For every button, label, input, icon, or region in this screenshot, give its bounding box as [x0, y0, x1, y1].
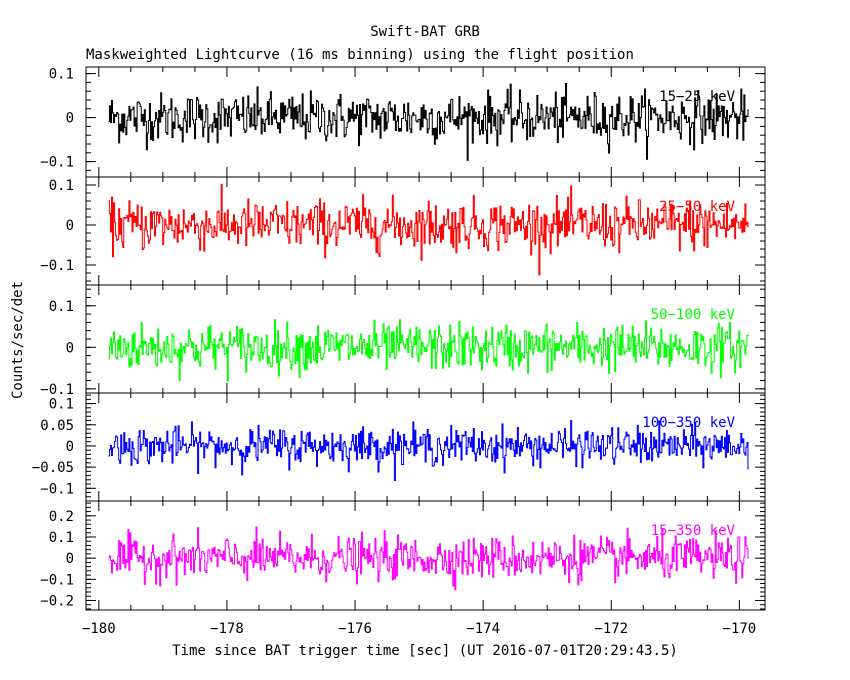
band-label: 15−350 keV — [651, 523, 736, 539]
panel-25-50-kev: −0.1 0 0.1 25−50 keV — [40, 176, 766, 286]
chart-title: Swift-BAT GRB — [370, 24, 480, 40]
x-axis: −180 −178 −176 −174 −172 −170 — [82, 621, 756, 637]
y-tick-label: 0.2 — [49, 509, 74, 525]
y-tick-label: −0.1 — [40, 382, 74, 398]
x-tick-label: −176 — [338, 621, 372, 637]
x-tick-label: −178 — [210, 621, 244, 637]
series-line — [108, 526, 749, 591]
y-tick-label: 0 — [66, 218, 74, 234]
x-tick-label: −174 — [466, 621, 500, 637]
y-tick-label: −0.1 — [40, 155, 74, 171]
band-label: 100−350 keV — [642, 415, 735, 431]
panel-100-350-kev: −0.1 −0.05 0 0.05 0.1 100−350 keV — [32, 392, 766, 502]
panel-15-25-kev: −0.1 0 0.1 15−25 keV — [40, 66, 766, 178]
y-tick-label: 0 — [66, 340, 74, 356]
y-tick-label: −0.1 — [40, 572, 74, 588]
y-tick-label: −0.2 — [40, 593, 74, 609]
panel-15-350-kev: −0.2 −0.1 0 0.1 0.2 15−350 keV — [40, 500, 766, 611]
band-label: 50−100 keV — [651, 307, 736, 323]
x-tick-label: −170 — [723, 621, 757, 637]
y-tick-label: −0.05 — [32, 460, 74, 476]
y-tick-label: 0 — [66, 111, 74, 127]
panel-frame — [85, 500, 766, 611]
y-tick-label: 0.1 — [49, 178, 74, 194]
x-tick-label: −180 — [82, 621, 116, 637]
y-tick-label: 0 — [66, 551, 74, 567]
y-tick-label: 0 — [66, 439, 74, 455]
x-axis-label: Time since BAT trigger time [sec] (UT 20… — [172, 643, 678, 659]
band-label: 25−50 keV — [659, 199, 735, 215]
band-label: 15−25 keV — [659, 89, 735, 105]
y-tick-label: 0.1 — [49, 299, 74, 315]
series-line — [108, 183, 749, 276]
x-tick-label: −172 — [594, 621, 628, 637]
panel-frame — [85, 284, 766, 394]
series-line — [108, 83, 749, 161]
y-tick-label: 0.1 — [49, 397, 74, 413]
series-line — [108, 420, 749, 481]
panels-group: −0.1 0 0.1 15−25 keV −0.1 0 0.1 25−50 keV −0.1 0 0… — [32, 66, 766, 611]
y-tick-label: 0.1 — [49, 530, 74, 546]
series-line — [108, 319, 749, 382]
chart-subtitle: Maskweighted Lightcurve (16 ms binning) … — [86, 47, 634, 63]
panel-50-100-kev: −0.1 0 0.1 50−100 keV — [40, 284, 766, 398]
y-tick-label: 0.05 — [40, 418, 74, 434]
y-axis-label: Counts/sec/det — [10, 281, 26, 399]
y-tick-label: −0.1 — [40, 481, 74, 497]
y-tick-label: 0.1 — [49, 67, 74, 83]
y-tick-label: −0.1 — [40, 258, 74, 274]
